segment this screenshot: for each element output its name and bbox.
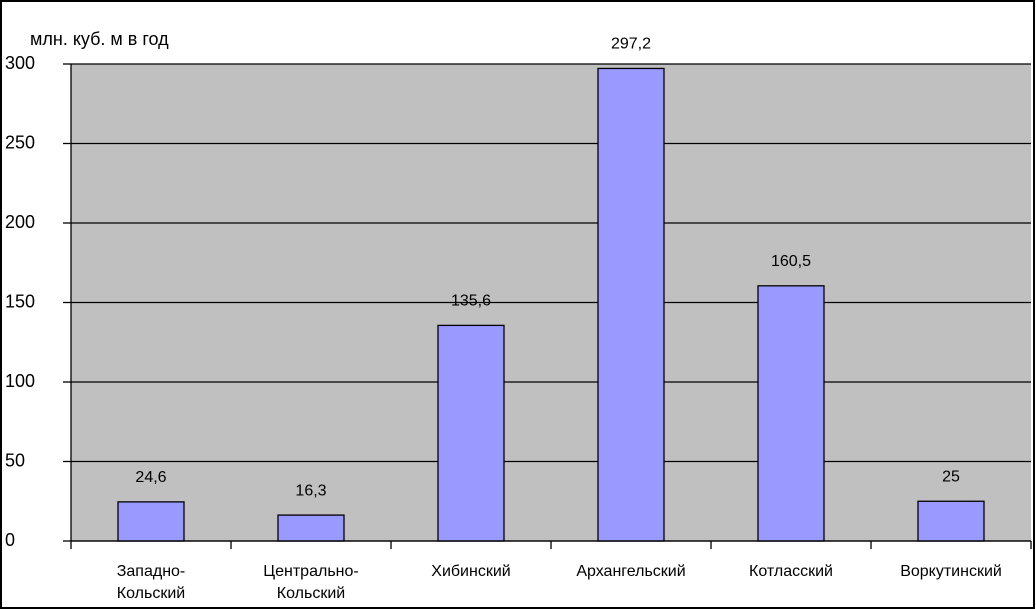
y-axis-label: млн. куб. м в год bbox=[30, 29, 169, 49]
x-tick-label: Воркутинский bbox=[900, 563, 1002, 580]
bar bbox=[277, 514, 345, 542]
bar bbox=[437, 324, 505, 542]
y-tick-label: 150 bbox=[5, 291, 35, 311]
x-tick-label: Котласский bbox=[749, 563, 833, 580]
bar bbox=[597, 67, 665, 542]
y-tick-label: 300 bbox=[5, 53, 35, 73]
y-tick-label: 50 bbox=[5, 450, 25, 470]
bar bbox=[917, 500, 985, 542]
bar bbox=[117, 501, 185, 542]
x-tick-label: Хибинский bbox=[431, 563, 511, 580]
y-tick-label: 200 bbox=[5, 212, 35, 232]
x-tick-label: Архангельский bbox=[576, 563, 686, 580]
y-tick-label: 250 bbox=[5, 132, 35, 152]
data-label: 160,5 bbox=[771, 253, 811, 270]
x-tick-label: Центрально- Кольский bbox=[263, 563, 359, 602]
data-label: 297,2 bbox=[611, 36, 651, 53]
data-label: 25 bbox=[942, 468, 960, 485]
x-tick-label: Западно- Кольский bbox=[116, 563, 186, 602]
data-label: 135,6 bbox=[451, 293, 491, 310]
y-tick-label: 0 bbox=[5, 530, 15, 550]
y-tick-label: 100 bbox=[5, 371, 35, 391]
bar bbox=[757, 285, 825, 542]
data-label: 24,6 bbox=[135, 469, 166, 486]
data-label: 16,3 bbox=[295, 482, 326, 499]
